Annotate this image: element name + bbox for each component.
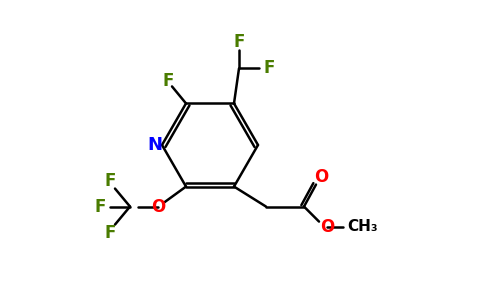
Text: O: O bbox=[314, 168, 328, 186]
Text: F: F bbox=[94, 198, 106, 216]
Text: F: F bbox=[105, 172, 116, 190]
Text: F: F bbox=[105, 224, 116, 242]
Text: CH₃: CH₃ bbox=[348, 219, 378, 234]
Text: F: F bbox=[233, 33, 245, 51]
Text: O: O bbox=[320, 218, 334, 236]
Text: N: N bbox=[148, 136, 163, 154]
Text: O: O bbox=[151, 198, 165, 216]
Text: F: F bbox=[263, 59, 275, 77]
Text: F: F bbox=[162, 72, 174, 90]
